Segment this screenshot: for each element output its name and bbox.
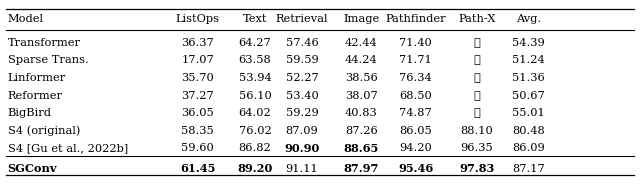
- Text: 53.40: 53.40: [285, 91, 319, 101]
- Text: 36.37: 36.37: [181, 38, 214, 48]
- Text: Linformer: Linformer: [8, 73, 66, 83]
- Text: 68.50: 68.50: [399, 91, 432, 101]
- Text: Reformer: Reformer: [8, 91, 63, 101]
- Text: ListOps: ListOps: [176, 14, 220, 24]
- Text: 96.35: 96.35: [460, 143, 493, 153]
- Text: SGConv: SGConv: [8, 163, 57, 174]
- Text: S4 [Gu et al., 2022b]: S4 [Gu et al., 2022b]: [8, 143, 128, 153]
- Text: 59.59: 59.59: [285, 56, 319, 65]
- Text: 55.01: 55.01: [512, 108, 545, 118]
- Text: 52.27: 52.27: [285, 73, 319, 83]
- Text: Avg.: Avg.: [516, 14, 541, 24]
- Text: Image: Image: [343, 14, 380, 24]
- Text: Sparse Trans.: Sparse Trans.: [8, 56, 88, 65]
- Text: 17.07: 17.07: [181, 56, 214, 65]
- Text: 40.83: 40.83: [345, 108, 378, 118]
- Text: 36.05: 36.05: [181, 108, 214, 118]
- Text: 86.05: 86.05: [399, 126, 432, 136]
- Text: 64.27: 64.27: [239, 38, 271, 48]
- Text: 86.82: 86.82: [239, 143, 271, 153]
- Text: ✗: ✗: [474, 108, 480, 118]
- Text: 86.09: 86.09: [512, 143, 545, 153]
- Text: 53.94: 53.94: [239, 73, 271, 83]
- Text: 59.29: 59.29: [285, 108, 319, 118]
- Text: 90.90: 90.90: [284, 143, 320, 154]
- Text: 64.02: 64.02: [239, 108, 271, 118]
- Text: 87.26: 87.26: [345, 126, 378, 136]
- Text: Path-X: Path-X: [458, 14, 495, 24]
- Text: 51.24: 51.24: [512, 56, 545, 65]
- Text: 91.11: 91.11: [285, 163, 319, 174]
- Text: 87.97: 87.97: [344, 163, 379, 174]
- Text: 89.20: 89.20: [237, 163, 273, 174]
- Text: Model: Model: [8, 14, 44, 24]
- Text: 54.39: 54.39: [512, 38, 545, 48]
- Text: 71.40: 71.40: [399, 38, 432, 48]
- Text: 44.24: 44.24: [345, 56, 378, 65]
- Text: 61.45: 61.45: [180, 163, 216, 174]
- Text: Retrieval: Retrieval: [276, 14, 328, 24]
- Text: 80.48: 80.48: [512, 126, 545, 136]
- Text: 76.34: 76.34: [399, 73, 432, 83]
- Text: 56.10: 56.10: [239, 91, 271, 101]
- Text: S4 (original): S4 (original): [8, 125, 80, 136]
- Text: BigBird: BigBird: [8, 108, 52, 118]
- Text: ✗: ✗: [474, 38, 480, 48]
- Text: Text: Text: [243, 14, 268, 24]
- Text: 63.58: 63.58: [239, 56, 271, 65]
- Text: 76.02: 76.02: [239, 126, 271, 136]
- Text: 58.35: 58.35: [181, 126, 214, 136]
- Text: 37.27: 37.27: [181, 91, 214, 101]
- Text: ✗: ✗: [474, 91, 480, 101]
- Text: 94.20: 94.20: [399, 143, 432, 153]
- Text: 97.83: 97.83: [459, 163, 495, 174]
- Text: 88.65: 88.65: [344, 143, 379, 154]
- Text: ✗: ✗: [474, 56, 480, 65]
- Text: 38.56: 38.56: [345, 73, 378, 83]
- Text: 71.71: 71.71: [399, 56, 432, 65]
- Text: Pathfinder: Pathfinder: [385, 14, 446, 24]
- Text: Transformer: Transformer: [8, 38, 81, 48]
- Text: 38.07: 38.07: [345, 91, 378, 101]
- Text: 50.67: 50.67: [512, 91, 545, 101]
- Text: 59.60: 59.60: [181, 143, 214, 153]
- Text: 74.87: 74.87: [399, 108, 432, 118]
- Text: 35.70: 35.70: [181, 73, 214, 83]
- Text: ✗: ✗: [474, 73, 480, 83]
- Text: 87.09: 87.09: [285, 126, 319, 136]
- Text: 88.10: 88.10: [460, 126, 493, 136]
- Text: 51.36: 51.36: [512, 73, 545, 83]
- Text: 95.46: 95.46: [398, 163, 433, 174]
- Text: 87.17: 87.17: [512, 163, 545, 174]
- Text: 57.46: 57.46: [285, 38, 319, 48]
- Text: 42.44: 42.44: [345, 38, 378, 48]
